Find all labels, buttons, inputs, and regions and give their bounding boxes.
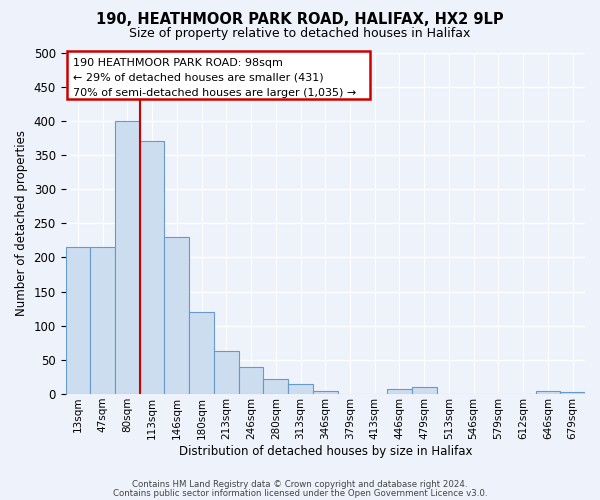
Bar <box>140 142 164 394</box>
Text: 190 HEATHMOOR PARK ROAD: 98sqm: 190 HEATHMOOR PARK ROAD: 98sqm <box>73 58 283 68</box>
Bar <box>90 247 115 394</box>
Bar <box>560 392 585 394</box>
Y-axis label: Number of detached properties: Number of detached properties <box>15 130 28 316</box>
Bar <box>164 237 189 394</box>
Bar <box>239 366 263 394</box>
Bar <box>288 384 313 394</box>
Bar <box>313 390 338 394</box>
Text: Contains HM Land Registry data © Crown copyright and database right 2024.: Contains HM Land Registry data © Crown c… <box>132 480 468 489</box>
Bar <box>387 388 412 394</box>
Bar <box>65 247 90 394</box>
Bar <box>189 312 214 394</box>
Text: Contains public sector information licensed under the Open Government Licence v3: Contains public sector information licen… <box>113 488 487 498</box>
Bar <box>412 387 437 394</box>
X-axis label: Distribution of detached houses by size in Halifax: Distribution of detached houses by size … <box>179 444 472 458</box>
Text: ← 29% of detached houses are smaller (431): ← 29% of detached houses are smaller (43… <box>73 73 323 83</box>
Bar <box>115 121 140 394</box>
Text: 190, HEATHMOOR PARK ROAD, HALIFAX, HX2 9LP: 190, HEATHMOOR PARK ROAD, HALIFAX, HX2 9… <box>96 12 504 28</box>
Text: 70% of semi-detached houses are larger (1,035) →: 70% of semi-detached houses are larger (… <box>73 88 356 98</box>
Bar <box>263 379 288 394</box>
Bar <box>214 351 239 394</box>
Bar <box>536 390 560 394</box>
Text: Size of property relative to detached houses in Halifax: Size of property relative to detached ho… <box>130 28 470 40</box>
FancyBboxPatch shape <box>67 51 370 99</box>
